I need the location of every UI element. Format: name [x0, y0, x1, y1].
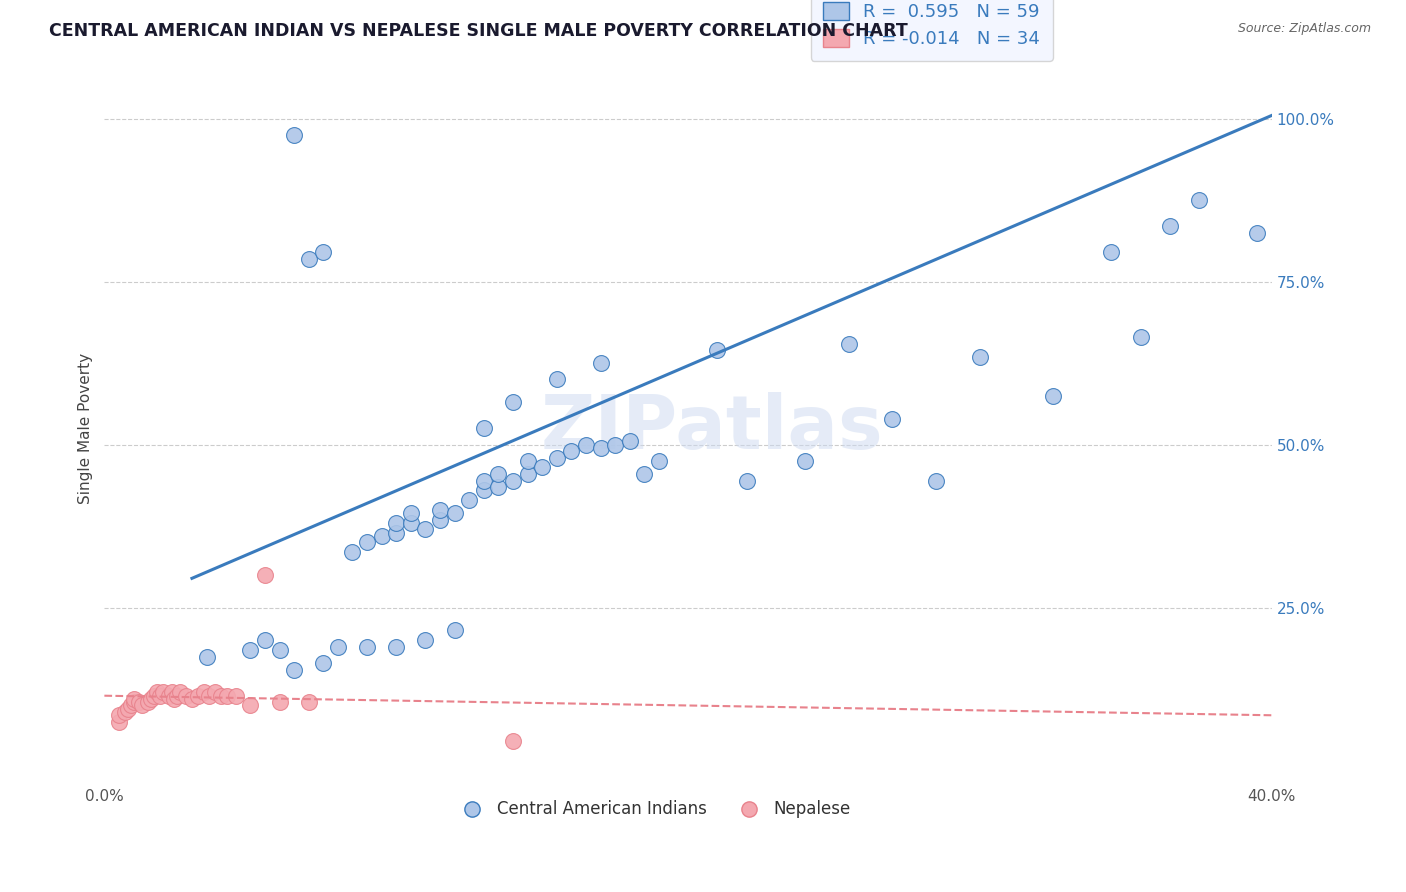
- Point: [589, 356, 612, 370]
- Point: [117, 702, 139, 716]
- Point: [298, 252, 321, 266]
- Point: [458, 493, 481, 508]
- Point: [283, 663, 305, 677]
- Point: [1246, 226, 1268, 240]
- Point: [385, 516, 408, 530]
- Point: [269, 695, 291, 709]
- Point: [605, 437, 627, 451]
- Point: [472, 474, 495, 488]
- Point: [1188, 193, 1211, 207]
- Point: [195, 649, 218, 664]
- Point: [472, 483, 495, 498]
- Point: [969, 350, 991, 364]
- Point: [131, 698, 153, 713]
- Point: [187, 689, 209, 703]
- Point: [429, 503, 451, 517]
- Legend: Central American Indians, Nepalese: Central American Indians, Nepalese: [449, 794, 858, 825]
- Point: [385, 525, 408, 540]
- Point: [486, 480, 509, 494]
- Point: [706, 343, 728, 357]
- Point: [283, 128, 305, 142]
- Point: [181, 692, 204, 706]
- Point: [120, 698, 142, 713]
- Point: [174, 689, 197, 703]
- Point: [399, 506, 422, 520]
- Point: [163, 692, 186, 706]
- Point: [516, 467, 538, 481]
- Point: [198, 689, 221, 703]
- Point: [589, 441, 612, 455]
- Point: [1159, 219, 1181, 234]
- Point: [157, 689, 180, 703]
- Point: [838, 336, 860, 351]
- Text: ZIPatlas: ZIPatlas: [540, 392, 883, 465]
- Point: [160, 685, 183, 699]
- Point: [546, 450, 568, 465]
- Point: [546, 372, 568, 386]
- Point: [502, 395, 524, 409]
- Point: [882, 411, 904, 425]
- Point: [146, 685, 169, 699]
- Point: [269, 643, 291, 657]
- Point: [575, 437, 598, 451]
- Point: [486, 467, 509, 481]
- Point: [253, 568, 276, 582]
- Point: [429, 513, 451, 527]
- Point: [443, 506, 465, 520]
- Point: [1042, 389, 1064, 403]
- Point: [204, 685, 226, 699]
- Point: [793, 454, 815, 468]
- Point: [193, 685, 215, 699]
- Point: [108, 714, 131, 729]
- Point: [735, 474, 758, 488]
- Point: [149, 689, 172, 703]
- Text: Source: ZipAtlas.com: Source: ZipAtlas.com: [1237, 22, 1371, 36]
- Point: [215, 689, 238, 703]
- Point: [385, 640, 408, 654]
- Text: CENTRAL AMERICAN INDIAN VS NEPALESE SINGLE MALE POVERTY CORRELATION CHART: CENTRAL AMERICAN INDIAN VS NEPALESE SING…: [49, 22, 908, 40]
- Point: [169, 685, 191, 699]
- Point: [472, 421, 495, 435]
- Point: [1129, 330, 1152, 344]
- Point: [925, 474, 948, 488]
- Point: [356, 535, 378, 549]
- Point: [633, 467, 655, 481]
- Point: [1099, 245, 1122, 260]
- Point: [415, 633, 437, 648]
- Point: [342, 545, 364, 559]
- Point: [443, 624, 465, 638]
- Point: [253, 633, 276, 648]
- Point: [502, 474, 524, 488]
- Point: [136, 695, 159, 709]
- Point: [166, 689, 188, 703]
- Point: [122, 695, 145, 709]
- Point: [399, 516, 422, 530]
- Point: [312, 656, 335, 670]
- Point: [209, 689, 232, 703]
- Point: [415, 523, 437, 537]
- Point: [502, 734, 524, 748]
- Point: [370, 529, 392, 543]
- Point: [108, 708, 131, 723]
- Point: [143, 689, 166, 703]
- Point: [531, 460, 554, 475]
- Point: [152, 685, 174, 699]
- Point: [239, 643, 262, 657]
- Point: [312, 245, 335, 260]
- Point: [122, 692, 145, 706]
- Point: [128, 695, 150, 709]
- Point: [619, 434, 641, 449]
- Point: [239, 698, 262, 713]
- Point: [356, 640, 378, 654]
- Point: [648, 454, 671, 468]
- Y-axis label: Single Male Poverty: Single Male Poverty: [79, 353, 93, 504]
- Point: [225, 689, 247, 703]
- Point: [139, 692, 162, 706]
- Point: [298, 695, 321, 709]
- Point: [114, 705, 136, 719]
- Point: [326, 640, 349, 654]
- Point: [560, 444, 582, 458]
- Point: [516, 454, 538, 468]
